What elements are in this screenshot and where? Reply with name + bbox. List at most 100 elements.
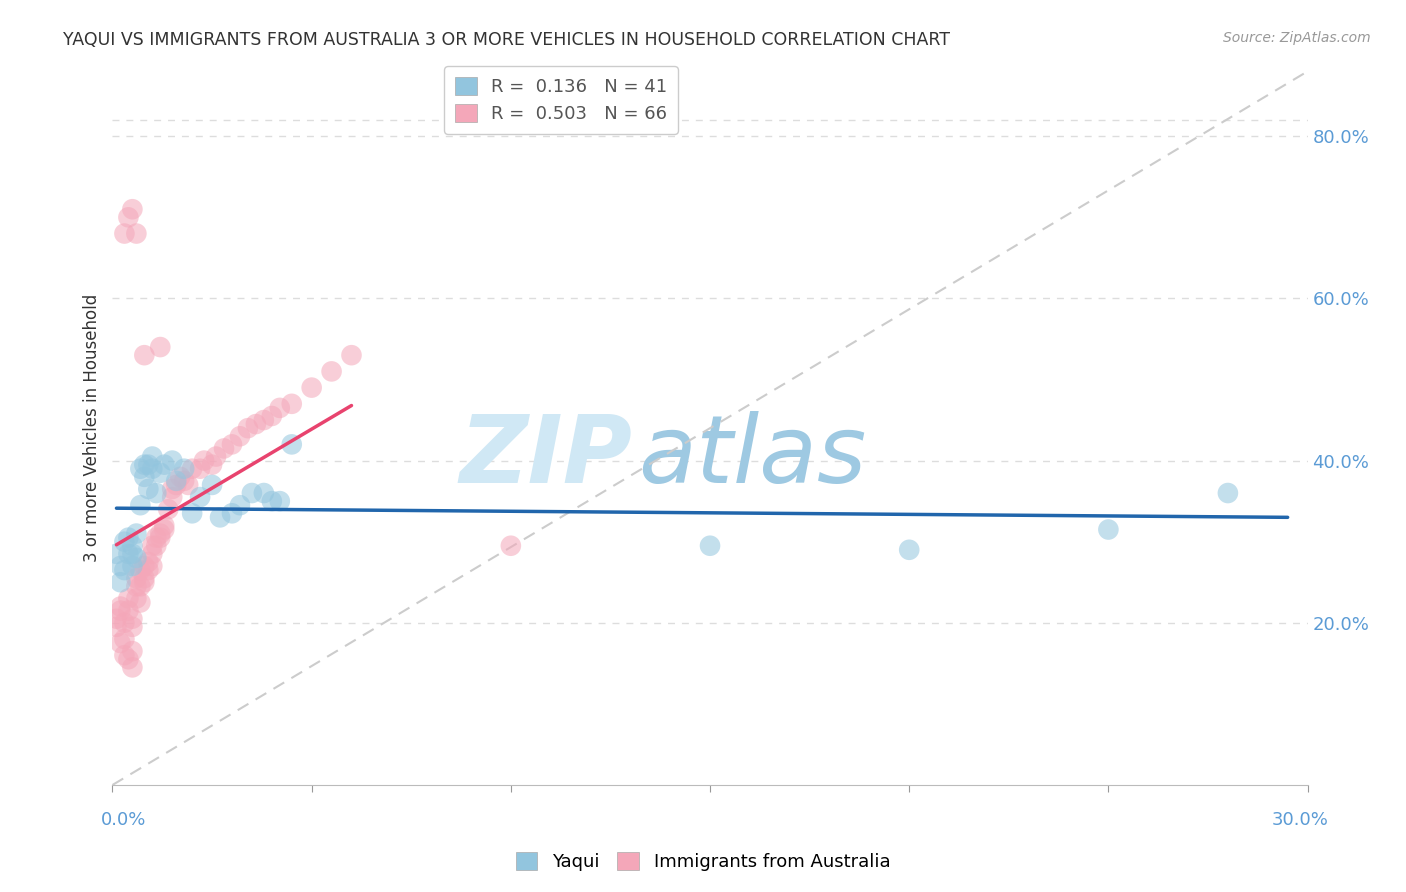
Point <box>321 364 343 378</box>
Point <box>105 547 128 561</box>
Legend: R =  0.136   N = 41, R =  0.503   N = 66: R = 0.136 N = 41, R = 0.503 N = 66 <box>444 66 678 134</box>
Point <box>129 563 152 577</box>
Point <box>173 461 195 475</box>
Point <box>129 595 152 609</box>
Point <box>162 482 183 496</box>
Point <box>149 526 172 541</box>
Point <box>162 490 183 504</box>
Point <box>145 539 167 553</box>
Point <box>134 458 156 472</box>
Point <box>129 461 152 475</box>
Point <box>114 563 135 577</box>
Point <box>188 461 211 475</box>
Point <box>121 202 143 217</box>
Point <box>114 632 135 646</box>
Text: Source: ZipAtlas.com: Source: ZipAtlas.com <box>1223 31 1371 45</box>
Point <box>188 490 211 504</box>
Point <box>110 599 132 614</box>
Point <box>121 644 143 658</box>
Point <box>114 227 135 241</box>
Point <box>138 563 160 577</box>
Point <box>177 478 200 492</box>
Point <box>138 482 160 496</box>
Point <box>114 615 135 630</box>
Point <box>134 470 156 484</box>
Point <box>149 340 172 354</box>
Point <box>125 591 148 606</box>
Point <box>134 575 156 590</box>
Point <box>117 547 139 561</box>
Point <box>121 660 143 674</box>
Point <box>253 486 276 500</box>
Point <box>153 523 176 537</box>
Text: atlas: atlas <box>638 411 866 502</box>
Point <box>193 453 215 467</box>
Point <box>110 604 132 618</box>
Point <box>138 555 160 569</box>
Point <box>165 478 187 492</box>
Point <box>201 458 224 472</box>
Point <box>121 539 143 553</box>
Point <box>340 348 363 362</box>
Point <box>221 506 243 520</box>
Point <box>169 470 191 484</box>
Text: 0.0%: 0.0% <box>101 811 146 829</box>
Point <box>121 559 143 574</box>
Point <box>117 531 139 545</box>
Point <box>145 486 167 500</box>
Point <box>245 417 267 431</box>
Text: YAQUI VS IMMIGRANTS FROM AUSTRALIA 3 OR MORE VEHICLES IN HOUSEHOLD CORRELATION C: YAQUI VS IMMIGRANTS FROM AUSTRALIA 3 OR … <box>63 31 950 49</box>
Legend: Yaqui, Immigrants from Australia: Yaqui, Immigrants from Australia <box>509 845 897 879</box>
Point <box>1216 486 1239 500</box>
Point <box>281 397 304 411</box>
Point <box>162 453 183 467</box>
Point <box>141 547 163 561</box>
Point <box>898 542 921 557</box>
Point <box>141 450 163 464</box>
Point <box>138 458 160 472</box>
Point <box>114 534 135 549</box>
Point <box>110 559 132 574</box>
Point <box>149 466 172 480</box>
Point <box>129 579 152 593</box>
Point <box>125 571 148 585</box>
Point <box>121 612 143 626</box>
Point <box>212 442 235 456</box>
Point <box>134 559 156 574</box>
Point <box>201 478 224 492</box>
Point <box>121 547 143 561</box>
Point <box>117 652 139 666</box>
Point <box>209 510 232 524</box>
Point <box>181 506 204 520</box>
Point <box>281 437 304 451</box>
Point <box>117 604 139 618</box>
Point <box>301 381 323 395</box>
Point <box>117 591 139 606</box>
Point <box>145 531 167 545</box>
Point <box>134 348 156 362</box>
Point <box>269 401 291 415</box>
Text: 30.0%: 30.0% <box>1272 811 1329 829</box>
Point <box>260 494 283 508</box>
Point <box>149 531 172 545</box>
Point <box>205 450 228 464</box>
Point <box>125 550 148 565</box>
Point <box>173 474 195 488</box>
Point <box>141 461 163 475</box>
Point <box>105 612 128 626</box>
Point <box>229 498 252 512</box>
Point <box>260 409 283 423</box>
Point <box>253 413 276 427</box>
Point <box>105 620 128 634</box>
Point <box>110 636 132 650</box>
Point <box>121 620 143 634</box>
Point <box>269 494 291 508</box>
Point <box>153 458 176 472</box>
Point <box>141 539 163 553</box>
Point <box>1097 523 1119 537</box>
Y-axis label: 3 or more Vehicles in Household: 3 or more Vehicles in Household <box>83 294 101 562</box>
Text: ZIP: ZIP <box>460 410 633 503</box>
Point <box>129 498 152 512</box>
Point <box>499 539 522 553</box>
Point <box>114 648 135 663</box>
